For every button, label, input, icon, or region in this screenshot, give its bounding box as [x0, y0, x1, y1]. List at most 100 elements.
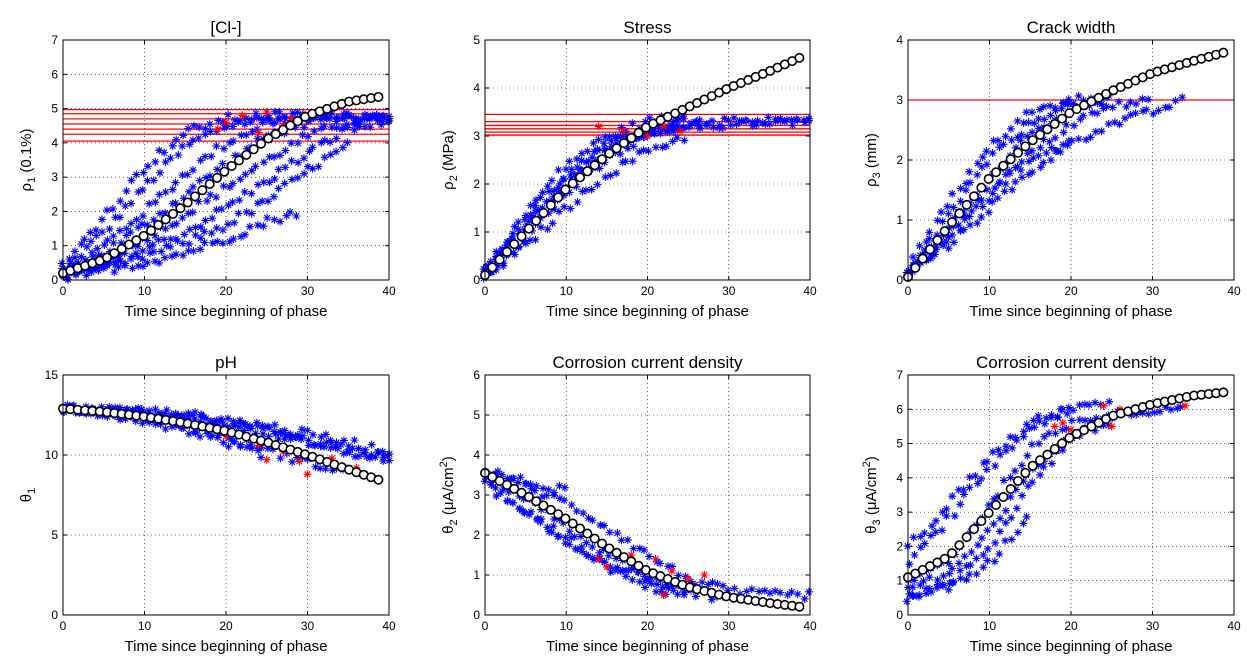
- mean-point: [523, 223, 534, 234]
- sample-point: [673, 133, 682, 142]
- sample-point: [280, 179, 289, 188]
- sample-point: [954, 221, 963, 230]
- sample-point: [1091, 127, 1100, 136]
- sample-point: [1011, 485, 1020, 494]
- sample-point: [988, 149, 997, 158]
- sample-point: [1063, 141, 1072, 150]
- sample-point: [766, 589, 775, 598]
- sample-point: [219, 438, 228, 447]
- sample-point: [554, 165, 563, 174]
- sample-point: [948, 231, 957, 240]
- sample-point: [74, 259, 83, 268]
- sample-point: [265, 178, 274, 187]
- sample-point: [258, 421, 267, 430]
- y-tick-label: 5: [51, 102, 58, 116]
- sample-point: [605, 132, 614, 141]
- sample-point: [201, 152, 210, 161]
- mean-point: [545, 200, 556, 211]
- sample-point: [938, 238, 947, 247]
- sample-point: [224, 414, 233, 423]
- sample-point: [508, 498, 517, 507]
- sample-point: [607, 142, 616, 151]
- sample-point: [582, 186, 591, 195]
- y-tick-label: 0: [51, 273, 58, 287]
- sample-point: [761, 120, 770, 129]
- sample-point: [560, 496, 569, 505]
- mean-point: [611, 547, 622, 558]
- sample-point: [191, 427, 200, 436]
- sample-point: [509, 248, 518, 257]
- sample-point: [1057, 104, 1066, 113]
- sample-point: [115, 250, 124, 259]
- sample-point: [583, 147, 592, 156]
- sample-point: [172, 135, 181, 144]
- sample-point: [321, 112, 330, 121]
- sample-point: [579, 509, 588, 518]
- sample-point: [926, 531, 935, 540]
- sample-point: [1046, 101, 1055, 110]
- sample-point: [991, 461, 1000, 470]
- sample-point: [514, 478, 523, 487]
- sample-point: [956, 226, 965, 235]
- sample-point: [86, 237, 95, 246]
- sample-point: [1029, 153, 1038, 162]
- sample-point: [1155, 407, 1164, 416]
- sample-point: [1096, 400, 1105, 409]
- sample-point: [1056, 147, 1065, 156]
- mean-point: [1049, 444, 1060, 455]
- x-tick-label: 30: [301, 619, 315, 633]
- sample-point: [508, 229, 517, 238]
- sample-point: [948, 564, 957, 573]
- sample-point: [131, 249, 140, 258]
- exceedance-point: [1099, 401, 1108, 410]
- sample-point: [1051, 133, 1060, 142]
- sample-point: [787, 115, 796, 124]
- sample-point: [600, 557, 609, 566]
- sample-point: [919, 577, 928, 586]
- sample-point: [618, 132, 627, 141]
- sample-point: [1080, 400, 1089, 409]
- sample-point: [143, 162, 152, 171]
- axes-frame: [484, 374, 811, 616]
- sample-point: [1027, 440, 1036, 449]
- sample-point: [673, 590, 682, 599]
- x-axis-label: Time since beginning of phase: [970, 638, 1173, 655]
- sample-point: [995, 549, 1004, 558]
- sample-point: [98, 228, 107, 237]
- sample-point: [178, 213, 187, 222]
- sample-point: [596, 521, 605, 530]
- y-axis-label: ρ1 (0.1%): [18, 128, 38, 191]
- sample-point: [166, 242, 175, 251]
- sample-point: [996, 450, 1005, 459]
- sample-point: [1051, 103, 1060, 112]
- sample-point: [97, 215, 106, 224]
- y-tick-label: 10: [45, 448, 59, 462]
- sample-point: [168, 185, 177, 194]
- sample-point: [253, 221, 262, 230]
- sample-point: [188, 166, 197, 175]
- sample-point: [117, 239, 126, 248]
- sample-point: [270, 174, 279, 183]
- sample-point: [316, 115, 325, 124]
- sample-point: [361, 110, 370, 119]
- sample-point: [146, 248, 155, 257]
- sample-point: [1024, 118, 1033, 127]
- sample-point: [344, 442, 353, 451]
- sample-point: [143, 176, 152, 185]
- sample-point: [562, 165, 571, 174]
- sample-point: [708, 116, 717, 125]
- x-tick-label: 0: [905, 619, 912, 633]
- x-tick-label: 10: [560, 619, 574, 633]
- sample-point: [245, 222, 254, 231]
- mean-point: [373, 91, 384, 102]
- sample-point: [87, 268, 96, 277]
- sample-point: [612, 139, 621, 148]
- y-label-subscript: 3: [871, 172, 883, 178]
- y-tick-label: 2: [896, 539, 903, 553]
- sample-point: [538, 492, 547, 501]
- sample-point: [652, 580, 661, 589]
- sample-point: [600, 521, 609, 530]
- x-axis-label: Time since beginning of phase: [125, 638, 328, 655]
- sample-point: [1019, 477, 1028, 486]
- sample-point: [320, 136, 329, 145]
